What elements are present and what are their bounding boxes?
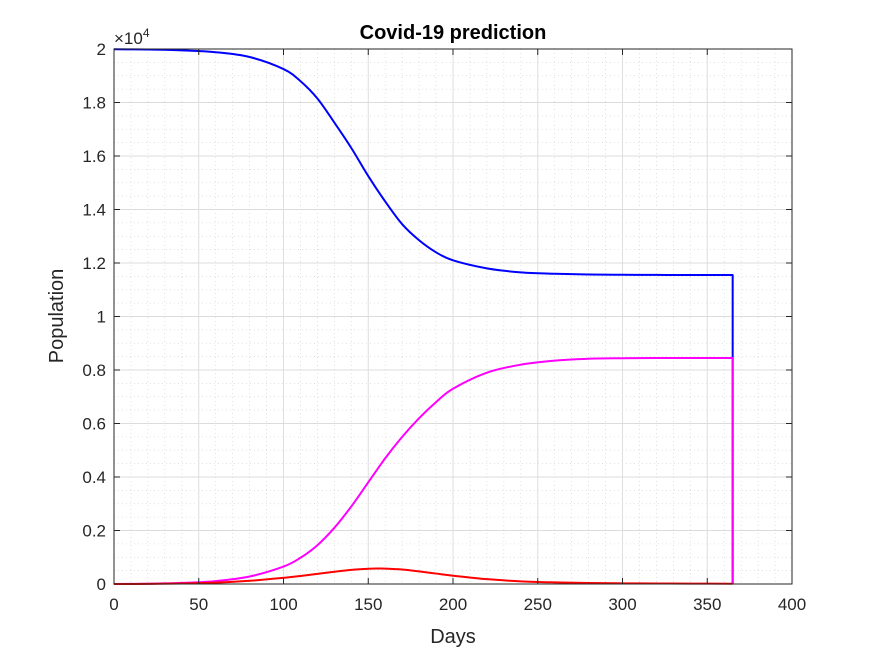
y-tick-label: 0.8 (82, 361, 106, 380)
x-tick-label: 50 (189, 595, 208, 614)
x-tick-label: 0 (109, 595, 118, 614)
x-tick-labels: 0 50 100 150 200 250 300 350 400 (109, 595, 806, 614)
y-axis-title: Population (46, 269, 68, 364)
y-tick-label: 1.2 (82, 254, 106, 273)
x-axis-title: Days (430, 626, 476, 648)
y-exponent-base: ×10 (114, 29, 143, 48)
series-line-2 (113, 356, 734, 585)
y-tick-label: 0.6 (82, 415, 106, 434)
chart-title: Covid-19 prediction (360, 22, 547, 44)
x-tick-label: 100 (269, 595, 297, 614)
series-line-1 (113, 48, 734, 584)
x-tick-label: 350 (693, 595, 721, 614)
y-tick-label: 0.2 (82, 522, 106, 541)
y-tick-label: 1 (97, 308, 106, 327)
tick-marks (113, 48, 793, 585)
y-tick-label: 1.4 (82, 201, 106, 220)
y-exponent-power: 4 (143, 26, 150, 40)
y-tick-label: 0 (97, 575, 106, 594)
y-tick-labels: 0 0.2 0.4 0.6 0.8 1 1.2 1.4 1.6 1.8 2 (82, 40, 106, 594)
y-tick-label: 1.8 (82, 94, 106, 113)
x-tick-label: 400 (778, 595, 806, 614)
y-tick-label: 1.6 (82, 147, 106, 166)
series-line-3 (113, 567, 733, 585)
series-layer (113, 48, 734, 585)
x-tick-label: 150 (354, 595, 382, 614)
y-tick-label: 0.4 (82, 468, 106, 487)
major-grid (114, 49, 792, 584)
x-tick-label: 200 (439, 595, 467, 614)
x-tick-label: 300 (608, 595, 636, 614)
y-tick-label: 2 (97, 40, 106, 59)
y-exponent-label: ×104 (114, 26, 150, 48)
x-tick-label: 250 (524, 595, 552, 614)
